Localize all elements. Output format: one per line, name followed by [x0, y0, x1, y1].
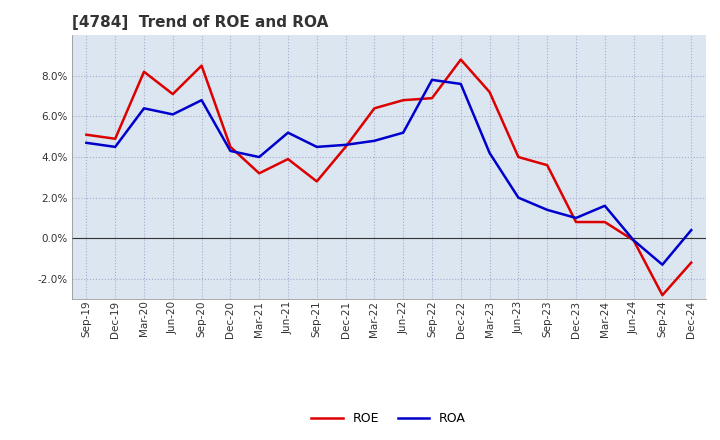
ROE [572, 220, 580, 225]
ROE [312, 179, 321, 184]
ROA [658, 262, 667, 268]
ROE [197, 63, 206, 68]
ROE [168, 92, 177, 97]
ROE [140, 69, 148, 74]
ROE [629, 238, 638, 243]
ROE [399, 98, 408, 103]
ROE [341, 144, 350, 150]
ROA [226, 148, 235, 154]
Line: ROA: ROA [86, 80, 691, 265]
ROE [82, 132, 91, 137]
ROA [197, 98, 206, 103]
ROA [82, 140, 91, 146]
ROE [111, 136, 120, 141]
ROE [255, 171, 264, 176]
ROA [456, 81, 465, 87]
Line: ROE: ROE [86, 59, 691, 295]
ROA [600, 203, 609, 209]
ROE [226, 144, 235, 150]
ROA [341, 142, 350, 147]
ROA [399, 130, 408, 136]
ROE [284, 157, 292, 162]
ROA [168, 112, 177, 117]
ROE [456, 57, 465, 62]
ROA [428, 77, 436, 83]
ROA [255, 154, 264, 160]
ROA [111, 144, 120, 150]
ROA [312, 144, 321, 150]
ROE [485, 89, 494, 95]
ROA [687, 227, 696, 233]
ROE [543, 162, 552, 168]
ROA [284, 130, 292, 136]
ROE [687, 260, 696, 265]
ROA [629, 238, 638, 243]
ROE [370, 106, 379, 111]
ROA [543, 207, 552, 213]
ROE [658, 293, 667, 298]
ROA [370, 138, 379, 143]
ROE [514, 154, 523, 160]
Legend: ROE, ROA: ROE, ROA [307, 407, 471, 430]
ROA [140, 106, 148, 111]
ROA [514, 195, 523, 200]
ROE [600, 220, 609, 225]
ROE [428, 95, 436, 101]
Text: [4784]  Trend of ROE and ROA: [4784] Trend of ROE and ROA [72, 15, 328, 30]
ROA [485, 150, 494, 156]
ROA [572, 215, 580, 220]
